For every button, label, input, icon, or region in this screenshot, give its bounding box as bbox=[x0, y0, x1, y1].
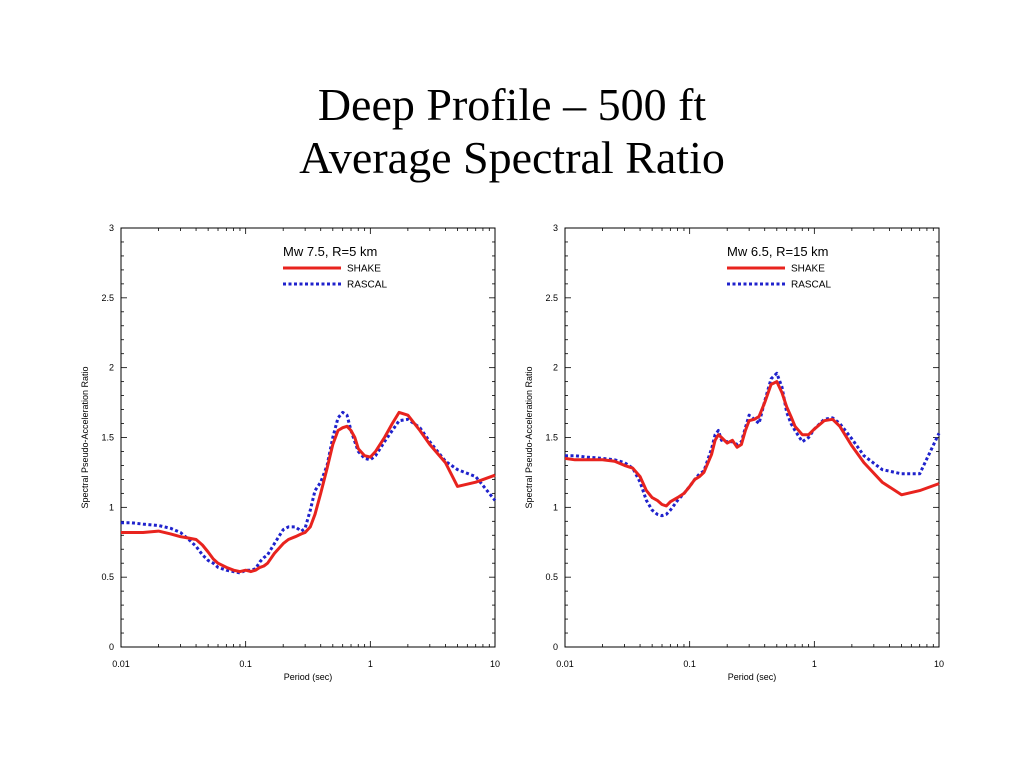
legend-label-rascal: RASCAL bbox=[347, 280, 387, 291]
legend-label-shake: SHAKE bbox=[791, 264, 825, 275]
plot-frame bbox=[120, 227, 496, 648]
y-tick-label: 1.5 bbox=[101, 433, 114, 443]
legend-label-shake: SHAKE bbox=[347, 264, 381, 275]
series-line-shake bbox=[121, 410, 496, 574]
y-tick-label: 1 bbox=[109, 502, 114, 512]
y-tick-label: 2.5 bbox=[545, 293, 558, 303]
x-tick-label: 10 bbox=[934, 659, 944, 669]
chart-panel-2: 0 0.5 1 1.5 2 2.5 3 0.01 0.1 1 10 Period (sec) Spect… bbox=[524, 223, 944, 682]
x-axis-label: Period (sec) bbox=[728, 672, 777, 682]
x-tick-label: 0.01 bbox=[556, 659, 574, 669]
x-tick-label: 10 bbox=[490, 659, 500, 669]
x-tick-label: 0.01 bbox=[112, 659, 130, 669]
y-tick-label: 3 bbox=[553, 223, 558, 233]
legend-title: Mw 6.5, R=15 km bbox=[727, 244, 829, 259]
x-axis-label: Period (sec) bbox=[284, 672, 333, 682]
series-line-rascal bbox=[121, 410, 497, 575]
slide-title-line-2: Average Spectral Ratio bbox=[299, 132, 725, 183]
y-tick-label: 1.5 bbox=[545, 433, 558, 443]
series-line-rascal bbox=[565, 371, 941, 518]
y-axis-label: Spectral Pseudo-Acceleration Ratio bbox=[80, 366, 90, 508]
chart-panel-1: 0 0.5 1 1.5 2 2.5 3 0.01 0.1 1 10 Period (sec) Spect… bbox=[80, 223, 500, 682]
y-tick-label: 3 bbox=[109, 223, 114, 233]
legend-title: Mw 7.5, R=5 km bbox=[283, 244, 377, 259]
plot-frame bbox=[564, 227, 940, 648]
slide-title: Deep Profile – 500 ft Average Spectral R… bbox=[0, 78, 1024, 184]
y-tick-label: 0.5 bbox=[101, 572, 114, 582]
y-tick-label: 0 bbox=[109, 642, 114, 652]
y-tick-label: 1 bbox=[553, 502, 558, 512]
y-tick-label: 2 bbox=[553, 363, 558, 373]
y-axis-label: Spectral Pseudo-Acceleration Ratio bbox=[524, 366, 534, 508]
y-tick-label: 0 bbox=[553, 642, 558, 652]
y-tick-label: 2 bbox=[109, 363, 114, 373]
slide-title-line-1: Deep Profile – 500 ft bbox=[317, 79, 707, 130]
legend-label-rascal: RASCAL bbox=[791, 280, 831, 291]
x-tick-label: 0.1 bbox=[239, 659, 252, 669]
y-tick-label: 2.5 bbox=[101, 293, 114, 303]
x-tick-label: 1 bbox=[368, 659, 373, 669]
x-tick-label: 1 bbox=[812, 659, 817, 669]
series-line-shake bbox=[564, 380, 940, 508]
x-tick-label: 0.1 bbox=[683, 659, 696, 669]
y-tick-label: 0.5 bbox=[545, 572, 558, 582]
